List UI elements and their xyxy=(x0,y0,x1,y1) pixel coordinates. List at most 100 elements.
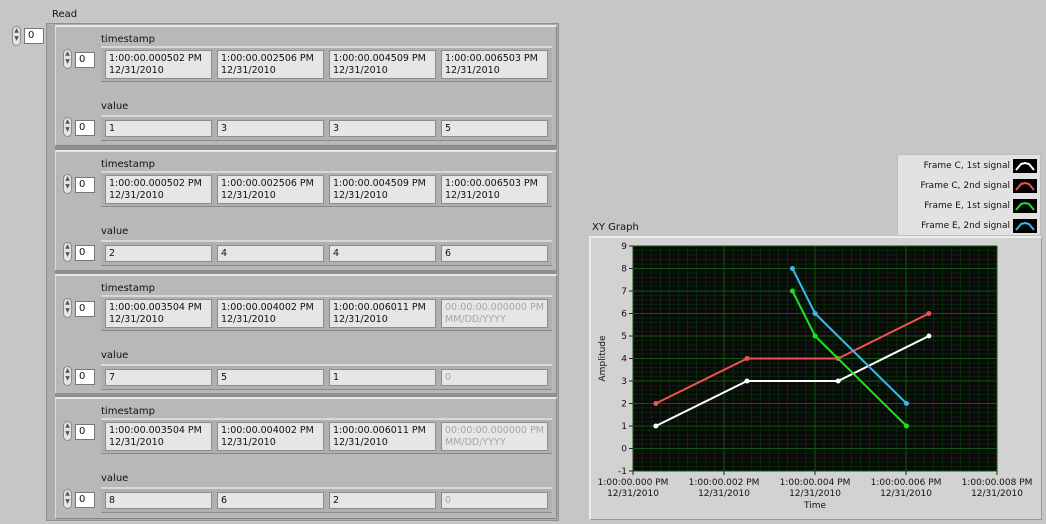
timestamp-time: 1:00:00.000502 PM xyxy=(109,53,202,64)
timestamp-date: 12/31/2010 xyxy=(333,437,388,448)
legend-item[interactable]: Frame C, 2nd signal xyxy=(898,177,1040,196)
value-label: value xyxy=(101,350,129,361)
series-point xyxy=(653,401,659,406)
value-cell[interactable]: 0 xyxy=(441,369,548,386)
y-tick-label: 9 xyxy=(621,242,627,252)
value-cell[interactable]: 0 xyxy=(441,492,548,509)
timestamp-date: 12/31/2010 xyxy=(221,65,276,76)
timestamp-array-index-input[interactable]: 0 xyxy=(75,424,95,440)
value-label: value xyxy=(101,101,129,112)
series-point xyxy=(789,288,795,294)
timestamp-cell[interactable]: 1:00:00.002506 PM 12/31/2010 xyxy=(217,175,324,204)
cluster-separator xyxy=(55,393,557,397)
timestamp-cell[interactable]: 1:00:00.004002 PM 12/31/2010 xyxy=(217,422,324,451)
read-label: Read xyxy=(52,9,78,20)
legend-item[interactable]: Frame E, 1st signal xyxy=(898,197,1040,216)
timestamp-cell[interactable]: 00:00:00.000000 PM MM/DD/YYYY xyxy=(441,422,548,451)
value-index-increment-icon[interactable]: ▲ ▼ xyxy=(63,489,72,509)
value-cell[interactable]: 7 xyxy=(105,369,212,386)
timestamp-cell[interactable]: 1:00:00.004002 PM 12/31/2010 xyxy=(217,299,324,328)
x-tick-label-time: 1:00:00.006 PM xyxy=(871,478,942,488)
y-tick-label: 1 xyxy=(621,422,627,432)
value-cell[interactable]: 2 xyxy=(329,492,436,509)
value-cell[interactable]: 3 xyxy=(217,120,324,137)
timestamp-array-index-input[interactable]: 0 xyxy=(75,52,95,68)
value-cell[interactable]: 8 xyxy=(105,492,212,509)
value-cell[interactable]: 2 xyxy=(105,245,212,262)
legend-item-label: Frame C, 2nd signal xyxy=(920,181,1010,191)
timestamp-time: 1:00:00.006011 PM xyxy=(333,302,426,313)
y-tick-label: 5 xyxy=(621,332,627,342)
value-cell[interactable]: 6 xyxy=(441,245,548,262)
series-point xyxy=(744,378,750,384)
timestamp-cell[interactable]: 1:00:00.006503 PM 12/31/2010 xyxy=(441,50,548,79)
value-index-increment-icon[interactable]: ▲ ▼ xyxy=(63,117,72,137)
value-index-increment-icon[interactable]: ▲ ▼ xyxy=(63,242,72,262)
timestamp-date: 12/31/2010 xyxy=(109,437,164,448)
graph-title: XY Graph xyxy=(592,222,639,233)
timestamp-index-increment-icon[interactable]: ▲ ▼ xyxy=(63,421,72,441)
timestamp-cell[interactable]: 00:00:00.000000 PM MM/DD/YYYY xyxy=(441,299,548,328)
value-cell[interactable]: 1 xyxy=(105,120,212,137)
timestamp-cell[interactable]: 1:00:00.002506 PM 12/31/2010 xyxy=(217,50,324,79)
timestamp-cell[interactable]: 1:00:00.006503 PM 12/31/2010 xyxy=(441,175,548,204)
series-point xyxy=(812,333,818,339)
timestamp-array-index-input[interactable]: 0 xyxy=(75,301,95,317)
value-cell[interactable]: 5 xyxy=(217,369,324,386)
timestamp-time: 00:00:00.000000 PM xyxy=(445,302,544,313)
legend-swatch-icon xyxy=(1013,199,1037,213)
series-point xyxy=(812,311,818,316)
outer-array-index-input[interactable]: 0 xyxy=(24,28,44,44)
timestamp-date: 12/31/2010 xyxy=(333,190,388,201)
value-array-index-input[interactable]: 0 xyxy=(75,245,95,261)
timestamp-cell[interactable]: 1:00:00.006011 PM 12/31/2010 xyxy=(329,299,436,328)
value-array-index-input[interactable]: 0 xyxy=(75,369,95,385)
series-point xyxy=(835,378,841,384)
value-array-index-input[interactable]: 0 xyxy=(75,120,95,136)
y-axis-label: Amplitude xyxy=(598,335,608,382)
timestamp-time: 00:00:00.000000 PM xyxy=(445,425,544,436)
timestamp-array-index-input[interactable]: 0 xyxy=(75,177,95,193)
timestamp-index-increment-icon[interactable]: ▲ ▼ xyxy=(63,174,72,194)
y-tick-label: 3 xyxy=(621,377,627,387)
timestamp-time: 1:00:00.003504 PM xyxy=(109,425,202,436)
legend-item[interactable]: Frame C, 1st signal xyxy=(898,157,1040,176)
value-cell[interactable]: 1 xyxy=(329,369,436,386)
x-tick-label-date: 12/31/2010 xyxy=(789,489,841,499)
legend-item-label: Frame E, 1st signal xyxy=(924,201,1010,211)
legend-item[interactable]: Frame E, 2nd signal xyxy=(898,217,1040,236)
value-label: value xyxy=(101,226,129,237)
timestamp-time: 1:00:00.004002 PM xyxy=(221,302,314,313)
value-array-index-input[interactable]: 0 xyxy=(75,492,95,508)
value-cell[interactable]: 3 xyxy=(329,120,436,137)
timestamp-cell[interactable]: 1:00:00.000502 PM 12/31/2010 xyxy=(105,50,212,79)
y-tick-label: 0 xyxy=(621,445,627,455)
timestamp-cell[interactable]: 1:00:00.003504 PM 12/31/2010 xyxy=(105,422,212,451)
timestamp-date: 12/31/2010 xyxy=(221,437,276,448)
value-cell[interactable]: 6 xyxy=(217,492,324,509)
value-cell[interactable]: 5 xyxy=(441,120,548,137)
x-tick-label-date: 12/31/2010 xyxy=(698,489,750,499)
outer-index-increment-icon[interactable]: ▲ ▼ xyxy=(12,26,21,46)
cluster-separator xyxy=(55,146,557,150)
y-tick-label: 2 xyxy=(621,400,627,410)
timestamp-date: 12/31/2010 xyxy=(445,190,500,201)
timestamp-cell[interactable]: 1:00:00.004509 PM 12/31/2010 xyxy=(329,50,436,79)
timestamp-time: 1:00:00.004509 PM xyxy=(333,178,426,189)
value-label: value xyxy=(101,473,129,484)
timestamp-cell[interactable]: 1:00:00.004509 PM 12/31/2010 xyxy=(329,175,436,204)
timestamp-index-increment-icon[interactable]: ▲ ▼ xyxy=(63,298,72,318)
timestamp-cell[interactable]: 1:00:00.000502 PM 12/31/2010 xyxy=(105,175,212,204)
x-tick-label-date: 12/31/2010 xyxy=(880,489,932,499)
timestamp-index-increment-icon[interactable]: ▲ ▼ xyxy=(63,49,72,69)
timestamp-label: timestamp xyxy=(101,283,155,294)
timestamp-cell[interactable]: 1:00:00.003504 PM 12/31/2010 xyxy=(105,299,212,328)
timestamp-date: MM/DD/YYYY xyxy=(445,314,506,325)
value-cell[interactable]: 4 xyxy=(217,245,324,262)
value-index-increment-icon[interactable]: ▲ ▼ xyxy=(63,366,72,386)
value-cell[interactable]: 4 xyxy=(329,245,436,262)
timestamp-cell[interactable]: 1:00:00.006011 PM 12/31/2010 xyxy=(329,422,436,451)
timestamp-label: timestamp xyxy=(101,406,155,417)
legend-item-label: Frame E, 2nd signal xyxy=(921,221,1010,231)
